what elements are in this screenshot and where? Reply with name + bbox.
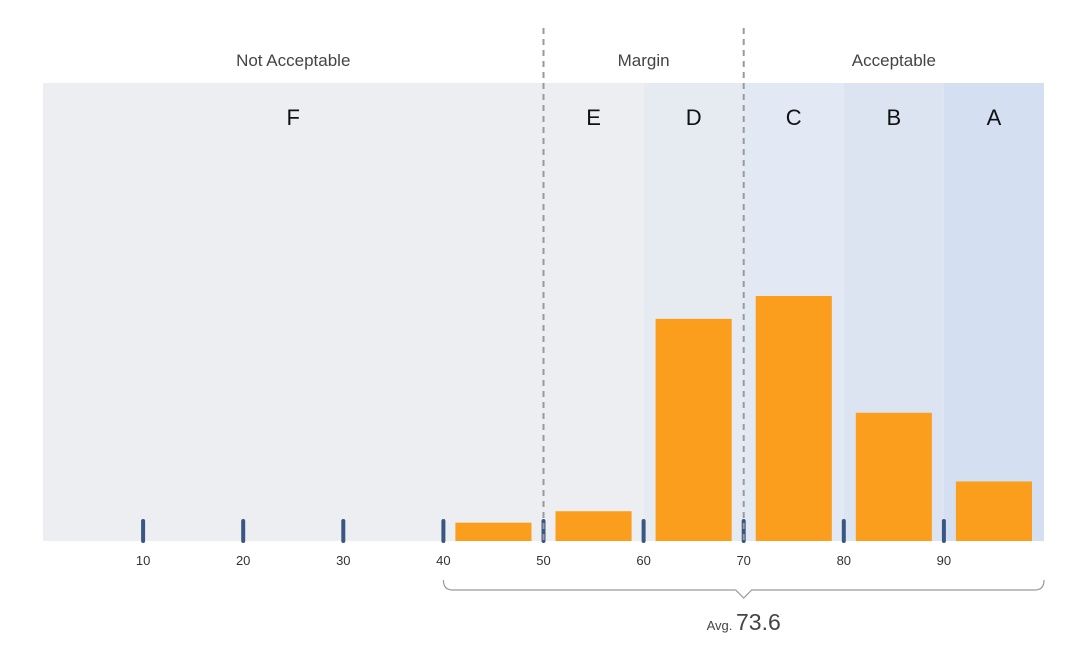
axis-ticks: 10 20 30 40 50 60 70 80 90 <box>136 519 951 568</box>
grade-label-b: B <box>887 105 902 130</box>
average-value: 73.6 <box>736 609 781 635</box>
grade-band-e <box>543 83 644 541</box>
bar-50-60 <box>555 511 632 541</box>
zone-dividers <box>542 28 745 541</box>
average-prefix: Avg. <box>707 618 736 633</box>
bar-60-70 <box>655 318 732 541</box>
grade-band-f <box>43 83 544 541</box>
zone-label-margin: Margin <box>618 51 670 70</box>
zone-label-not-acceptable: Not Acceptable <box>236 51 350 70</box>
grade-label-f: F <box>287 105 300 130</box>
histogram-bars <box>455 295 1032 541</box>
tick-label-60: 60 <box>636 553 650 568</box>
tick-label-70: 70 <box>736 553 750 568</box>
tick-label-90: 90 <box>937 553 951 568</box>
bar-70-80 <box>755 295 832 541</box>
grade-label-e: E <box>586 105 601 130</box>
zone-labels: Not Acceptable Margin Acceptable <box>236 51 936 70</box>
grade-label-a: A <box>987 105 1002 130</box>
grade-label-c: C <box>786 105 802 130</box>
tick-label-10: 10 <box>136 553 150 568</box>
tick-label-30: 30 <box>336 553 350 568</box>
average-annotation: Avg. 73.6 <box>442 579 1045 635</box>
tick-label-50: 50 <box>536 553 550 568</box>
tick-label-40: 40 <box>436 553 450 568</box>
grade-band-a <box>943 83 1044 541</box>
tick-label-20: 20 <box>236 553 250 568</box>
average-bracket <box>442 579 1045 599</box>
bar-90-100 <box>955 481 1032 541</box>
bar-80-90 <box>855 412 932 541</box>
average-label: Avg. 73.6 <box>707 609 781 635</box>
grade-label-d: D <box>686 105 702 130</box>
tick-label-80: 80 <box>837 553 851 568</box>
zone-label-acceptable: Acceptable <box>852 51 936 70</box>
bar-40-50 <box>455 522 532 541</box>
